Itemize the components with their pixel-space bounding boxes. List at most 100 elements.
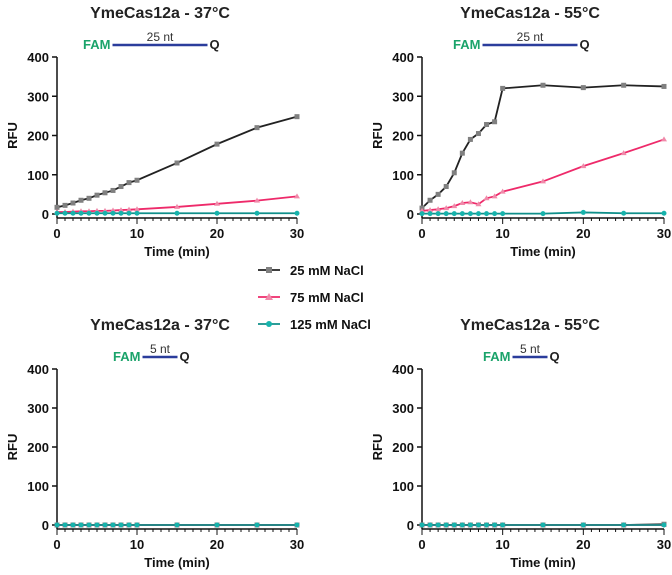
data-point (491, 193, 498, 199)
data-point (126, 210, 132, 216)
x-tick-label: 0 (53, 226, 60, 241)
y-axis-label: RFU (370, 122, 385, 149)
data-point (484, 122, 490, 128)
y-tick-label: 0 (407, 207, 414, 222)
data-point (86, 195, 92, 201)
y-tick-label: 200 (392, 129, 414, 144)
data-point (435, 211, 441, 217)
data-point (540, 522, 546, 528)
data-point (294, 193, 300, 199)
data-point (126, 206, 132, 212)
reporter-length-label: 5 nt (520, 342, 541, 356)
data-point (540, 178, 546, 184)
data-point (483, 195, 490, 201)
x-axis-label: Time (min) (510, 244, 576, 259)
data-point (467, 199, 474, 205)
data-point (475, 211, 481, 217)
x-tick-label: 20 (576, 226, 590, 241)
reporter-length-label: 25 nt (147, 30, 174, 44)
legend: 25 mM NaCl 75 mM NaCl 125 mM NaCl (258, 263, 371, 332)
x-tick-label: 0 (53, 537, 60, 552)
legend-label: 75 mM NaCl (290, 290, 364, 305)
y-tick-label: 100 (27, 168, 49, 183)
y-tick-label: 400 (392, 362, 414, 377)
data-point (70, 210, 76, 216)
data-point (174, 210, 180, 216)
data-point (451, 211, 457, 217)
data-point (484, 211, 490, 217)
data-point (580, 522, 586, 528)
y-tick-label: 200 (27, 129, 49, 144)
data-point (499, 188, 506, 194)
y-tick-label: 0 (407, 518, 414, 533)
data-point (118, 522, 124, 528)
x-tick-label: 30 (290, 226, 304, 241)
reporter-quencher-label: Q (580, 37, 590, 52)
data-point (78, 210, 84, 216)
y-tick-label: 0 (42, 518, 49, 533)
y-axis-label: RFU (5, 434, 20, 461)
data-point (214, 141, 220, 147)
x-axis-label: Time (min) (144, 244, 210, 259)
data-point (435, 206, 442, 212)
data-point (443, 184, 449, 190)
data-point (435, 522, 441, 528)
data-point (294, 210, 300, 216)
x-tick-label: 20 (210, 226, 224, 241)
reporter-fam-label: FAM (483, 349, 510, 364)
data-point (661, 210, 667, 216)
y-tick-label: 400 (392, 50, 414, 65)
data-point (435, 191, 441, 197)
reporter-quencher-label: Q (210, 37, 220, 52)
chart-title: YmeCas12a - 55°C (460, 5, 600, 22)
x-tick-label: 0 (418, 226, 425, 241)
data-point (621, 210, 627, 216)
data-point (174, 522, 180, 528)
y-tick-label: 400 (27, 362, 49, 377)
data-point (459, 211, 465, 217)
data-point (214, 522, 220, 528)
data-point (70, 200, 76, 206)
data-point (580, 85, 586, 91)
reporter-length-label: 25 nt (517, 30, 544, 44)
data-point (540, 82, 546, 88)
data-point (427, 522, 433, 528)
data-point (126, 522, 132, 528)
data-point (475, 201, 482, 207)
x-tick-label: 30 (290, 537, 304, 552)
data-point (500, 522, 506, 528)
chart-title: YmeCas12a - 55°C (460, 317, 600, 334)
data-point (54, 204, 60, 210)
data-point (427, 197, 433, 203)
y-tick-label: 300 (27, 89, 49, 104)
data-point (134, 206, 140, 212)
data-point (118, 207, 124, 213)
chart-panel-1: YmeCas12a - 37°C FAM 25 nt Q 0 100 200 300 400 0 1… (5, 5, 304, 259)
data-point (294, 522, 300, 528)
legend-marker (266, 267, 272, 273)
data-point (459, 522, 465, 528)
data-point (492, 522, 498, 528)
data-point (621, 82, 627, 88)
data-point (110, 187, 116, 193)
reporter-fam-label: FAM (113, 349, 140, 364)
x-tick-label: 20 (210, 537, 224, 552)
data-point (467, 522, 473, 528)
data-point (102, 210, 108, 216)
data-point (78, 522, 84, 528)
chart-title: YmeCas12a - 37°C (90, 317, 230, 334)
y-tick-label: 300 (27, 401, 49, 416)
data-point (451, 170, 457, 176)
data-point (102, 522, 108, 528)
data-point (467, 136, 473, 142)
data-point (427, 211, 433, 217)
data-point (580, 209, 586, 215)
data-point (451, 203, 458, 209)
legend-marker (265, 293, 273, 300)
data-point (54, 210, 60, 216)
y-tick-label: 200 (392, 440, 414, 455)
y-tick-label: 0 (42, 207, 49, 222)
y-tick-label: 400 (27, 50, 49, 65)
data-point (62, 210, 68, 216)
legend-label: 25 mM NaCl (290, 263, 364, 278)
